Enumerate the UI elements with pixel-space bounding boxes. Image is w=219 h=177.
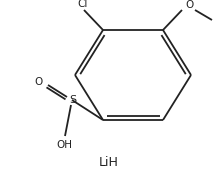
Text: OH: OH (56, 140, 72, 150)
Text: S: S (69, 95, 77, 105)
Text: O: O (185, 0, 193, 10)
Text: Cl: Cl (78, 0, 88, 9)
Text: O: O (35, 77, 43, 87)
Text: LiH: LiH (99, 156, 119, 169)
